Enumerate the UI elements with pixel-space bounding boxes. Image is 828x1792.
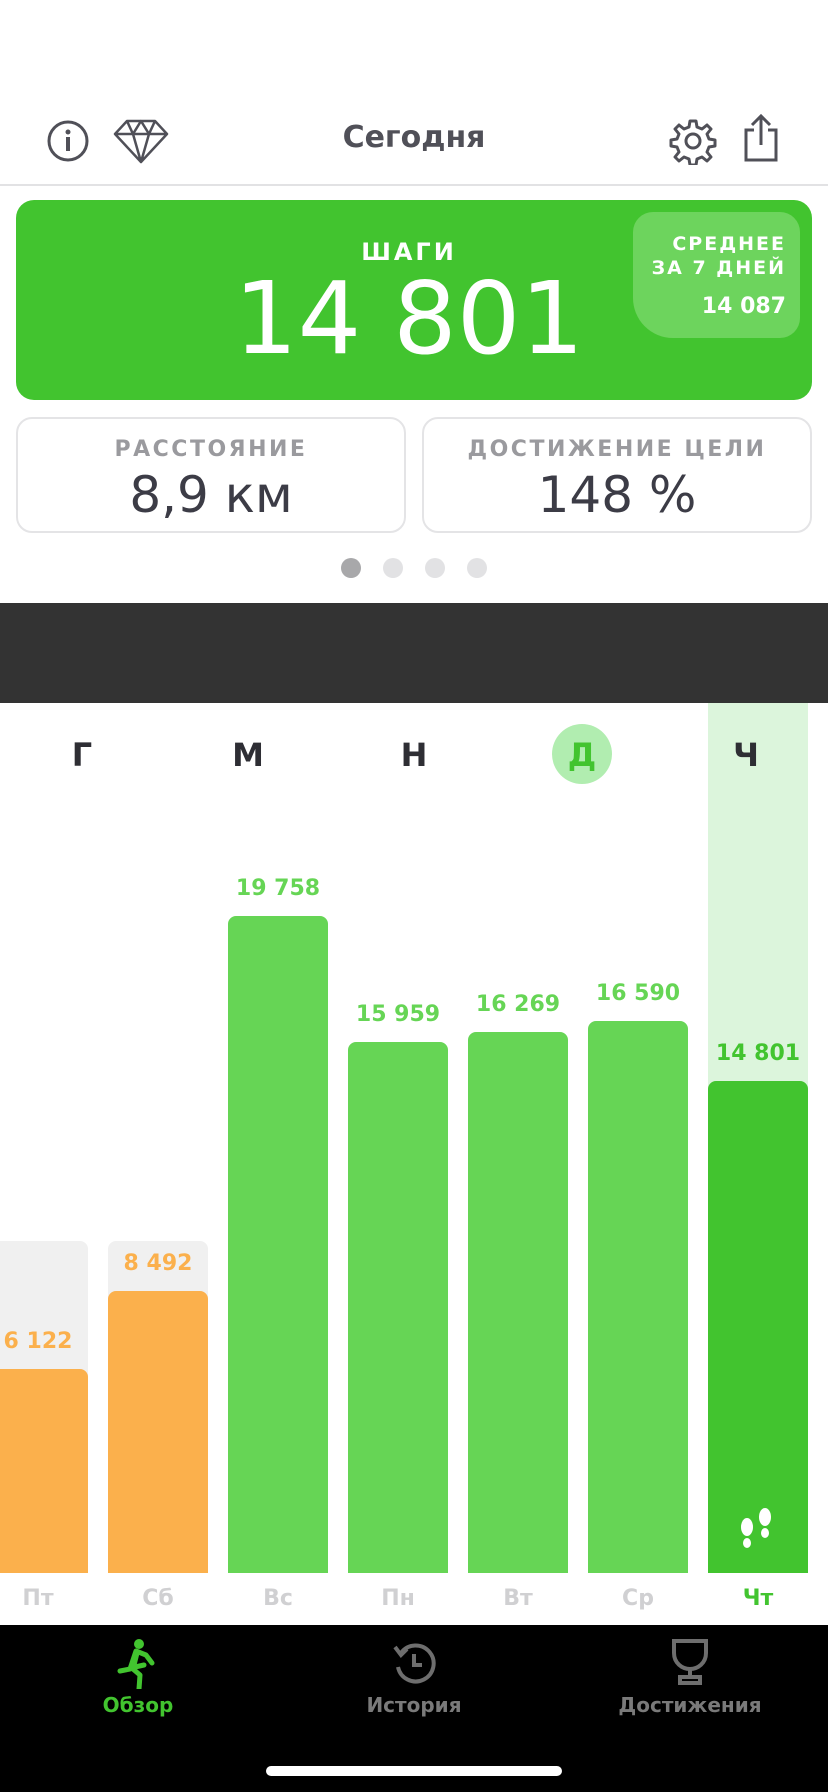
bar-Чт[interactable] xyxy=(708,1080,808,1573)
average-value: 14 087 xyxy=(701,294,786,319)
average-box: СРЕДНЕЕ ЗА 7 ДНЕЙ 14 087 xyxy=(633,212,800,338)
runner-icon xyxy=(117,1639,155,1689)
bar-Пт[interactable] xyxy=(0,1369,88,1573)
month-letter[interactable]: Д xyxy=(567,736,597,774)
distance-card[interactable]: РАССТОЯНИЕ 8,9 км xyxy=(16,417,406,533)
footsteps-icon xyxy=(741,1507,771,1548)
banner-area xyxy=(0,603,828,703)
day-label[interactable]: Вт xyxy=(503,1586,533,1611)
steps-value: 14 801 xyxy=(234,260,584,377)
header-divider xyxy=(0,184,828,186)
value-label: 8 492 xyxy=(123,1250,193,1276)
page-dot-active[interactable] xyxy=(341,558,361,578)
tab-achievements[interactable]: Достижения xyxy=(552,1625,828,1745)
current-month[interactable] xyxy=(532,724,632,796)
value-label: 6 122 xyxy=(3,1329,73,1355)
day-label[interactable]: Вс xyxy=(263,1586,293,1611)
value-label: 16 269 xyxy=(475,992,561,1018)
day-label[interactable]: Чт xyxy=(742,1586,774,1611)
page-dot[interactable] xyxy=(467,558,487,578)
share-icon[interactable] xyxy=(738,112,784,164)
tab-overview[interactable]: Обзор xyxy=(0,1625,276,1745)
tab-history[interactable]: История xyxy=(276,1625,552,1745)
bar-Пн[interactable] xyxy=(348,1042,448,1573)
goal-card[interactable]: ДОСТИЖЕНИЕ ЦЕЛИ 148 % xyxy=(422,417,812,533)
steps-card[interactable]: ШАГИ 14 801 СРЕДНЕЕ ЗА 7 ДНЕЙ 14 087 xyxy=(16,200,812,400)
day-label[interactable]: Ср xyxy=(622,1586,654,1611)
page-dot[interactable] xyxy=(425,558,445,578)
tab-label: История xyxy=(366,1693,462,1717)
value-label: 14 801 xyxy=(715,1040,801,1066)
goal-value: 148 % xyxy=(537,466,697,524)
page-dot[interactable] xyxy=(383,558,403,578)
bar-Ср[interactable] xyxy=(588,1021,688,1573)
trophy-icon xyxy=(672,1639,708,1685)
diamond-icon[interactable] xyxy=(112,116,170,166)
current-month-circle xyxy=(552,724,612,784)
value-label: 15 959 xyxy=(355,1002,441,1028)
average-label-2: ЗА 7 ДНЕЙ xyxy=(651,257,786,279)
goal-label: ДОСТИЖЕНИЕ ЦЕЛИ xyxy=(467,437,767,462)
day-label[interactable]: Пн xyxy=(381,1586,415,1611)
tab-label: Обзор xyxy=(102,1693,174,1717)
steps-label: ШАГИ xyxy=(361,238,457,266)
distance-label: РАССТОЯНИЕ xyxy=(114,437,308,462)
distance-value: 8,9 км xyxy=(129,466,293,524)
info-icon[interactable] xyxy=(46,119,90,163)
tab-label: Достижения xyxy=(618,1693,762,1717)
bar-Сб[interactable] xyxy=(108,1290,208,1573)
bar-Вт[interactable] xyxy=(468,1032,568,1573)
month-letter[interactable]: Ч xyxy=(733,736,759,774)
month-letter[interactable]: М xyxy=(232,736,264,774)
day-label[interactable]: Сб xyxy=(142,1586,174,1611)
page-title: Сегодня xyxy=(342,120,486,155)
bar-Вс[interactable] xyxy=(228,916,328,1573)
tab-bar: Обзор История Достижения xyxy=(0,1625,828,1792)
day-label[interactable]: Пт xyxy=(22,1586,54,1611)
value-label: 16 590 xyxy=(595,981,681,1007)
value-label: 19 758 xyxy=(235,876,321,902)
month-letter[interactable]: Г xyxy=(71,736,93,774)
history-icon xyxy=(393,1643,436,1684)
month-letter[interactable]: Н xyxy=(400,736,428,774)
average-label: СРЕДНЕЕ xyxy=(672,233,786,255)
gear-icon[interactable] xyxy=(668,116,718,166)
home-indicator[interactable] xyxy=(266,1766,562,1776)
